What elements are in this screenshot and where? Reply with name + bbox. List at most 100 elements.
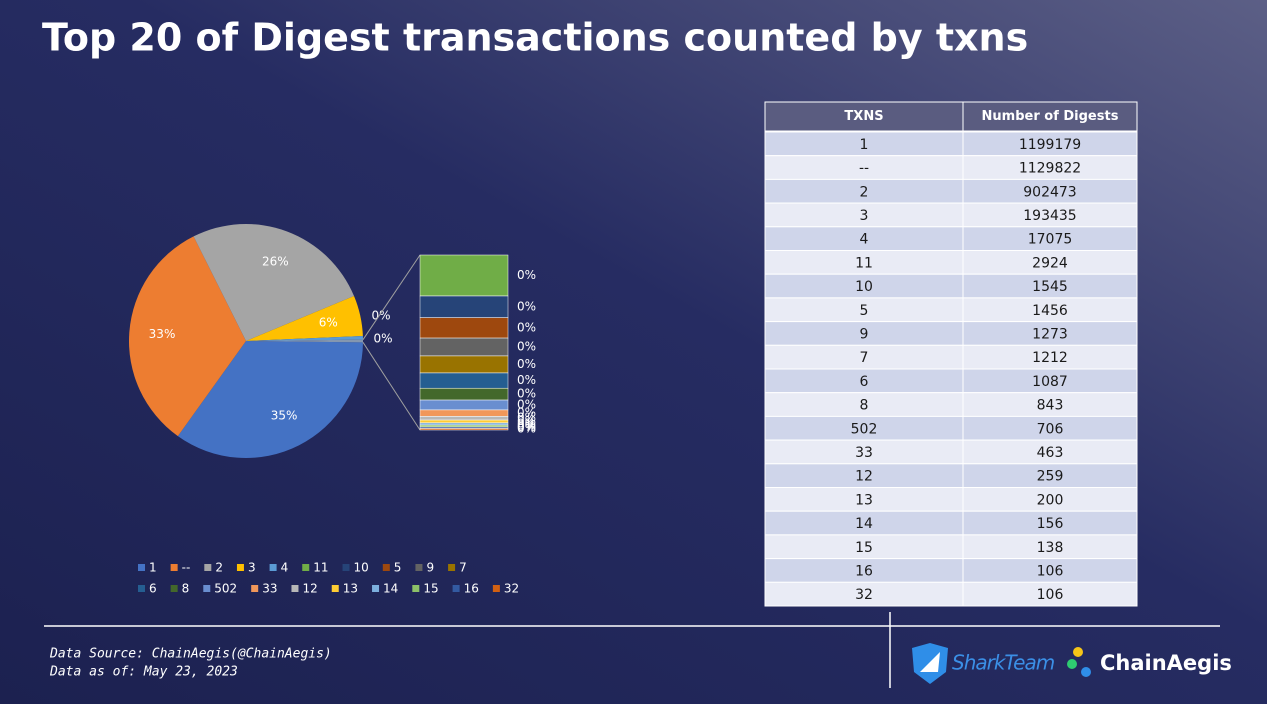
table-cell: 3 — [860, 208, 869, 224]
table-cell: 1545 — [1032, 279, 1068, 295]
legend: 1 -- 2 3 4 11 10 5 9 7 6 8 502 33 12 13 14 15 16 32 — [138, 561, 519, 596]
table-cell: 15 — [855, 540, 873, 556]
table-cell: 1199179 — [1019, 137, 1081, 153]
legend-swatch — [138, 564, 145, 571]
data-label: 35% — [271, 409, 298, 423]
table-cell: 1 — [860, 137, 869, 153]
table-cell: 2924 — [1032, 255, 1068, 271]
table-row-bg — [764, 202, 1138, 228]
legend-swatch — [251, 585, 259, 592]
table-cell: 11 — [855, 255, 873, 271]
legend-swatch — [236, 564, 244, 571]
data-label: 33% — [149, 327, 176, 341]
table-header-cell: Number of Digests — [982, 109, 1119, 124]
bar-segment — [419, 295, 509, 318]
table-cell: 14 — [855, 516, 873, 532]
table-cell: 10 — [855, 279, 873, 295]
bar-segment — [419, 416, 509, 421]
legend-swatch — [138, 585, 145, 592]
table-cell: 7 — [860, 350, 869, 366]
table-cell: 843 — [1037, 398, 1064, 414]
legend-label: 13 — [343, 582, 358, 596]
data-label: 0% — [517, 373, 536, 387]
connector — [362, 254, 421, 340]
bar-segment — [419, 399, 509, 411]
table-row-bg — [764, 226, 1138, 252]
table-cell: 6 — [860, 374, 869, 390]
pie-slice — [129, 236, 246, 437]
table-cell: 13 — [855, 492, 873, 508]
legend-label: 8 — [182, 582, 190, 596]
chainaegis-icon — [1067, 659, 1077, 669]
legend-swatch — [170, 585, 178, 592]
table-row-bg — [764, 178, 1138, 204]
legend-swatch — [448, 564, 456, 571]
legend-swatch — [452, 585, 460, 592]
legend-label: 14 — [383, 582, 398, 596]
legend-label: 5 — [394, 561, 402, 575]
slide-title: Top 20 of Digest transactions counted by… — [42, 16, 1028, 60]
table-cell: 1212 — [1032, 350, 1068, 366]
sharkteam-icon-fin — [920, 652, 940, 672]
table-cell: 16 — [855, 563, 873, 579]
table-cell: 156 — [1037, 516, 1064, 532]
legend-label: 7 — [459, 561, 467, 575]
chainaegis-icon — [1073, 647, 1083, 657]
table-header-cell: TXNS — [844, 109, 883, 124]
legend-swatch — [382, 564, 390, 571]
data-label: 0% — [517, 320, 536, 334]
table-row-bg — [764, 155, 1138, 180]
table-cell: 2 — [860, 184, 869, 200]
data-label: 0% — [517, 299, 536, 313]
bar-segment — [419, 387, 509, 401]
data-label: 0% — [517, 419, 536, 433]
legend-swatch — [302, 564, 310, 571]
legend-swatch — [372, 585, 380, 592]
data-label: 0% — [371, 309, 390, 323]
connector — [362, 342, 421, 431]
legend-label: 4 — [281, 561, 289, 575]
data-label: 0% — [517, 397, 536, 411]
legend-swatch — [170, 564, 178, 571]
table-cell: 9 — [860, 326, 869, 342]
legend-label: 10 — [354, 561, 369, 575]
legend-swatch — [291, 585, 299, 592]
bar-segment — [419, 337, 509, 357]
table-cell: 1129822 — [1019, 161, 1081, 177]
bar-segment — [419, 428, 509, 431]
other-label: 0% — [373, 332, 392, 346]
table-cell: 5 — [860, 303, 869, 319]
data-label: 0% — [517, 416, 536, 430]
table-cell: 200 — [1037, 492, 1064, 508]
table-row-bg — [764, 344, 1138, 370]
table-row-bg — [764, 368, 1138, 394]
table-row-bg — [764, 250, 1138, 275]
legend-swatch — [269, 564, 277, 571]
legend-swatch — [492, 585, 500, 592]
pie-slice — [246, 339, 363, 343]
bar-segment — [419, 317, 509, 339]
table-cell: 902473 — [1023, 184, 1076, 200]
legend-swatch — [412, 585, 420, 592]
legend-label: 11 — [313, 561, 328, 575]
table-header-bg — [764, 101, 1138, 132]
table-row-bg — [764, 392, 1138, 417]
table-cell: 1456 — [1032, 303, 1068, 319]
data-label: 0% — [517, 357, 536, 371]
pie-slice — [246, 336, 363, 341]
table-cell: 12 — [855, 469, 873, 485]
data-label: 0% — [517, 387, 536, 401]
table-row-bg — [764, 131, 1138, 157]
legend-label: 2 — [215, 561, 223, 575]
table-cell: 4 — [860, 232, 869, 248]
table-cell: 33 — [855, 445, 873, 461]
bar-segment — [419, 419, 509, 424]
table-cell: 32 — [855, 587, 873, 603]
table-cell: 106 — [1037, 587, 1064, 603]
table-cell: 8 — [860, 398, 869, 414]
pie-slice — [177, 341, 363, 459]
legend-label: 12 — [302, 582, 317, 596]
legend-swatch — [342, 564, 350, 571]
legend-label: 6 — [149, 582, 157, 596]
